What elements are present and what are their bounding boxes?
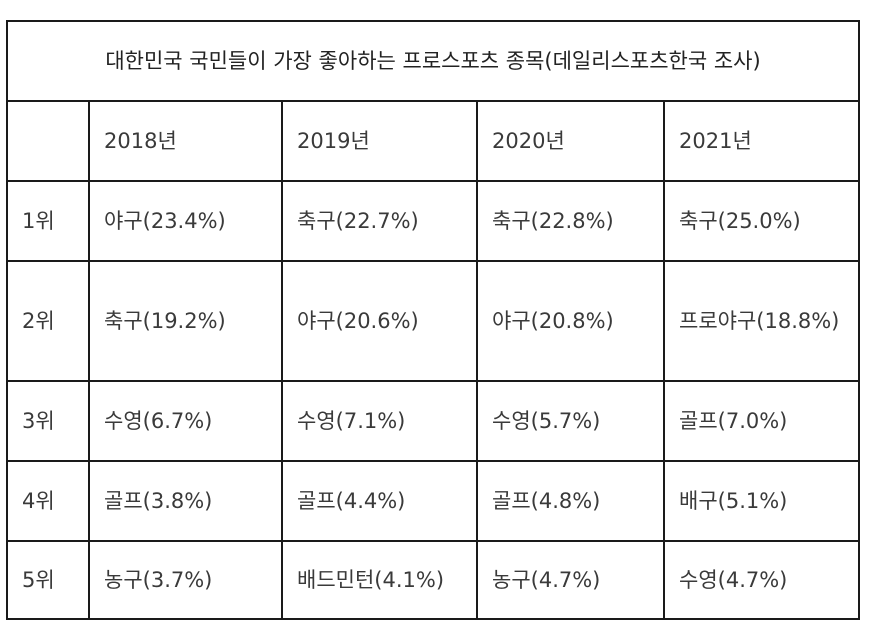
table-cell: 수영(4.7%) — [662, 540, 861, 620]
rank-cell: 2위 — [6, 260, 90, 382]
table-title: 대한민국 국민들이 가장 좋아하는 프로스포츠 종목(데일리스포츠한국 조사) — [5, 20, 861, 102]
table-row: 1위 야구(23.4%) 축구(22.7%) 축구(22.8%) 축구(25.0… — [6, 180, 861, 262]
table-cell: 야구(23.4%) — [88, 180, 283, 262]
rank-cell: 3위 — [6, 380, 90, 462]
table-cell: 배구(5.1%) — [662, 460, 861, 542]
table-cell: 골프(4.8%) — [476, 460, 665, 542]
rank-cell: 1위 — [6, 180, 90, 262]
header-cell-2020: 2020년 — [476, 100, 665, 182]
table-row: 5위 농구(3.7%) 배드민턴(4.1%) 농구(4.7%) 수영(4.7%) — [6, 540, 861, 620]
header-cell-2021: 2021년 — [662, 100, 861, 182]
table-cell: 골프(4.4%) — [281, 460, 478, 542]
table-cell: 골프(3.8%) — [88, 460, 283, 542]
table-cell: 농구(3.7%) — [88, 540, 283, 620]
rank-cell: 4위 — [6, 460, 90, 542]
table-cell: 농구(4.7%) — [476, 540, 665, 620]
header-cell-2018: 2018년 — [88, 100, 283, 182]
title-row: 대한민국 국민들이 가장 좋아하는 프로스포츠 종목(데일리스포츠한국 조사) — [5, 20, 861, 102]
table-cell: 수영(7.1%) — [281, 380, 478, 462]
header-cell-2019: 2019년 — [281, 100, 478, 182]
table-cell: 축구(22.7%) — [281, 180, 478, 262]
table-cell: 야구(20.6%) — [281, 260, 478, 382]
table-cell: 프로야구(18.8%) — [662, 260, 861, 382]
table-cell: 배드민턴(4.1%) — [281, 540, 478, 620]
table-cell: 축구(22.8%) — [476, 180, 665, 262]
table-cell: 축구(19.2%) — [88, 260, 283, 382]
table-row: 3위 수영(6.7%) 수영(7.1%) 수영(5.7%) 골프(7.0%) — [6, 380, 861, 462]
table-row: 2위 축구(19.2%) 야구(20.6%) 야구(20.8%) 프로야구(18… — [6, 260, 861, 382]
table-cell: 골프(7.0%) — [662, 380, 861, 462]
table-cell: 수영(6.7%) — [88, 380, 283, 462]
header-row: 2018년 2019년 2020년 2021년 — [6, 100, 861, 182]
table-cell: 야구(20.8%) — [476, 260, 665, 382]
table-cell: 수영(5.7%) — [476, 380, 665, 462]
survey-table: 대한민국 국민들이 가장 좋아하는 프로스포츠 종목(데일리스포츠한국 조사) … — [5, 20, 861, 620]
header-cell-empty — [6, 100, 90, 182]
table-row: 4위 골프(3.8%) 골프(4.4%) 골프(4.8%) 배구(5.1%) — [6, 460, 861, 542]
table-cell: 축구(25.0%) — [662, 180, 861, 262]
rank-cell: 5위 — [6, 540, 90, 620]
